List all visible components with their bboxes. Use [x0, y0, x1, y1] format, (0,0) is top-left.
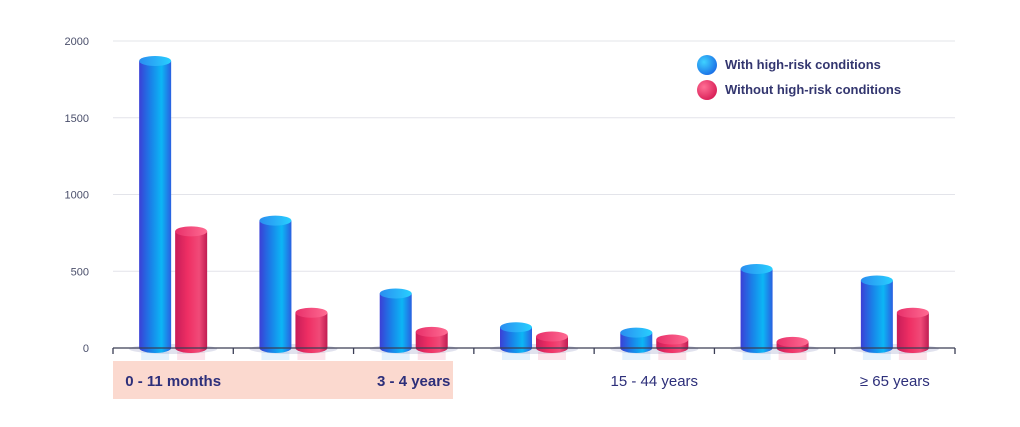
x-category-label: 15 - 44 years — [611, 373, 699, 390]
bar-with-high-risk — [139, 55, 172, 360]
legend: With high-risk conditions Without high-r… — [697, 55, 901, 100]
bar-with-high-risk — [259, 215, 292, 360]
legend-marker-without-high-risk — [697, 80, 717, 100]
bar-without-high-risk — [896, 307, 929, 360]
bar-with-high-risk — [860, 275, 893, 360]
bar-without-high-risk — [776, 336, 809, 360]
gridlines — [113, 40, 955, 272]
legend-marker-with-high-risk — [697, 55, 717, 75]
x-axis — [112, 347, 956, 354]
x-category-label: ≥ 65 years — [860, 373, 930, 390]
legend-label-with-high-risk: With high-risk conditions — [725, 57, 881, 72]
bars — [129, 55, 939, 360]
bar-without-high-risk — [175, 226, 208, 360]
bar-without-high-risk — [656, 334, 689, 360]
x-axis-labels: 0 - 11 months 3 - 4 years 15 - 44 years ≥ 6… — [125, 373, 930, 390]
bar-without-high-risk — [415, 326, 448, 360]
bar-with-high-risk — [620, 327, 653, 360]
bar-without-high-risk — [295, 307, 328, 360]
y-tick-label: 0 — [83, 343, 89, 355]
bar-without-high-risk — [536, 331, 568, 360]
x-category-label: 3 - 4 years — [377, 373, 450, 390]
y-tick-label: 1000 — [65, 190, 89, 202]
bar-with-high-risk — [740, 263, 773, 360]
y-tick-label: 2000 — [65, 36, 89, 48]
bar-with-high-risk — [500, 322, 532, 360]
x-category-label: 0 - 11 months — [125, 373, 221, 390]
legend-label-without-high-risk: Without high-risk conditions — [725, 82, 901, 97]
y-axis-ticks: 0 500 1000 1500 2000 — [65, 36, 89, 355]
category-label-highlight — [113, 361, 453, 399]
bar-with-high-risk — [379, 288, 412, 360]
y-tick-label: 500 — [71, 266, 89, 278]
y-tick-label: 1500 — [65, 113, 89, 125]
